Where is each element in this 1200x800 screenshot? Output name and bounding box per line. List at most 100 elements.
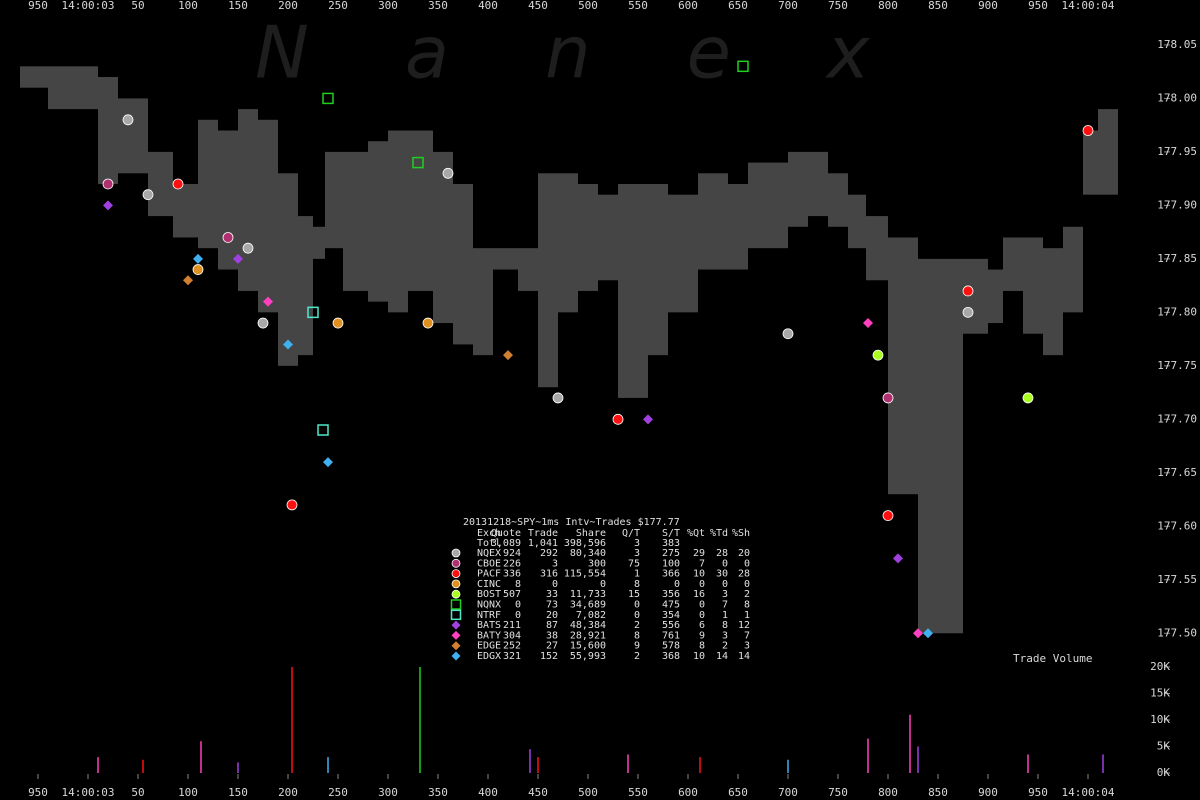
stats-cell: 12 — [738, 620, 750, 631]
stats-cell: 226 — [503, 558, 521, 569]
nbbo-bar — [258, 119, 278, 313]
stats-cell: 100 — [662, 558, 680, 569]
legend-label: BATS — [477, 620, 501, 631]
x-tick-label: 50 — [131, 786, 144, 799]
stats-total: 398,596 — [564, 538, 606, 549]
nbbo-bar — [1023, 237, 1043, 334]
trade-point — [283, 339, 293, 350]
stats-cell: 0 — [722, 579, 728, 590]
stats-header: Exch — [477, 528, 501, 539]
trade-point — [552, 392, 564, 404]
y-tick-label: 177.50 — [1157, 626, 1197, 639]
stats-cell: 0 — [699, 579, 705, 590]
nbbo-bar — [578, 183, 598, 291]
nbbo-bar — [173, 183, 198, 238]
x-tick-label-top: 550 — [628, 0, 648, 12]
stats-cell: 8 — [744, 600, 750, 611]
volume-tick-label: 10K — [1150, 713, 1170, 726]
stats-cell: 28 — [716, 548, 728, 559]
stats-cell: 0 — [699, 610, 705, 621]
stats-cell: 321 — [503, 651, 521, 662]
x-tick-label: 550 — [628, 786, 648, 799]
x-tick-label: 400 — [478, 786, 498, 799]
stats-cell: 30 — [716, 569, 728, 580]
trade-point — [643, 414, 653, 425]
stats-cell: 6 — [699, 620, 705, 631]
trade-point — [242, 242, 254, 254]
stats-cell: 354 — [662, 610, 680, 621]
trade-point — [962, 285, 974, 297]
trade-point — [872, 349, 884, 361]
nbbo-bar — [408, 130, 433, 291]
y-tick-label: 177.90 — [1157, 198, 1197, 211]
nbbo-bar — [538, 173, 558, 388]
nbbo-bar — [20, 66, 48, 88]
y-tick-label: 177.80 — [1157, 305, 1197, 318]
stats-header: Quote — [491, 528, 521, 539]
x-tick-label-top: 950 — [28, 0, 48, 12]
trade-point — [737, 60, 749, 73]
stats-cell: 1 — [634, 569, 640, 580]
trade-point — [257, 317, 269, 329]
legend-marker — [451, 630, 461, 640]
stats-cell: 75 — [628, 558, 640, 569]
legend-label: BATY — [477, 630, 501, 641]
trade-point — [962, 306, 974, 318]
stats-cell: 3 — [722, 589, 728, 600]
nbbo-bar — [748, 162, 768, 249]
nbbo-bar — [668, 194, 698, 313]
stats-cell: 0 — [722, 558, 728, 569]
nbbo-bar — [1003, 237, 1023, 291]
stats-total: 1,041 — [528, 538, 558, 549]
stats-cell: 300 — [588, 558, 606, 569]
nbbo-bar — [808, 151, 828, 217]
x-tick-label-top: 14:00:03 — [62, 0, 115, 12]
x-tick-label: 650 — [728, 786, 748, 799]
stats-cell: 252 — [503, 641, 521, 652]
nbbo-bar — [648, 183, 668, 356]
x-tick-label: 600 — [678, 786, 698, 799]
nbbo-bar — [238, 109, 258, 291]
x-tick-label-top: 750 — [828, 0, 848, 12]
nbbo-bar — [98, 77, 118, 184]
nbbo-bar — [278, 173, 298, 366]
stats-cell: 0 — [515, 600, 521, 611]
stats-cell: 0 — [600, 579, 606, 590]
trade-point — [503, 350, 513, 361]
legend-marker — [451, 548, 461, 558]
legend-label: NQNX — [477, 600, 501, 611]
trade-point — [172, 178, 184, 190]
x-tick-label: 200 — [278, 786, 298, 799]
nbbo-bar — [828, 173, 848, 227]
stats-total: 383 — [662, 538, 680, 549]
volume-tick-label: 20K — [1150, 660, 1170, 673]
x-tick-label-top: 600 — [678, 0, 698, 12]
y-tick-label: 177.70 — [1157, 412, 1197, 425]
stats-cell: 292 — [540, 548, 558, 559]
nbbo-bar — [313, 226, 325, 259]
x-tick-label-top: 900 — [978, 0, 998, 12]
stats-cell: 2 — [744, 589, 750, 600]
stats-cell: 316 — [540, 569, 558, 580]
legend-label: EDGE — [477, 641, 501, 652]
stats-cell: 366 — [662, 569, 680, 580]
nbbo-bar — [453, 183, 473, 345]
stats-cell: 0 — [744, 579, 750, 590]
stats-title: 20131218~SPY~1ms Intv~Trades $177.77 — [463, 517, 680, 528]
stats-cell: 8 — [515, 579, 521, 590]
stats-cell: 556 — [662, 620, 680, 631]
stats-cell: 368 — [662, 651, 680, 662]
stats-cell: 8 — [699, 641, 705, 652]
stats-cell: 20 — [546, 610, 558, 621]
trade-point — [1082, 125, 1094, 136]
x-tick-label: 14:00:04 — [1062, 786, 1115, 799]
nbbo-bar — [1063, 226, 1083, 313]
volume-tick-label: 0K — [1157, 766, 1171, 779]
legend-label: BOST — [477, 589, 501, 600]
legend-label: CINC — [477, 579, 501, 590]
trade-point — [332, 317, 344, 329]
x-tick-label: 350 — [428, 786, 448, 799]
x-tick-label: 250 — [328, 786, 348, 799]
nbbo-bar — [768, 162, 788, 249]
stats-cell: 8 — [722, 620, 728, 631]
